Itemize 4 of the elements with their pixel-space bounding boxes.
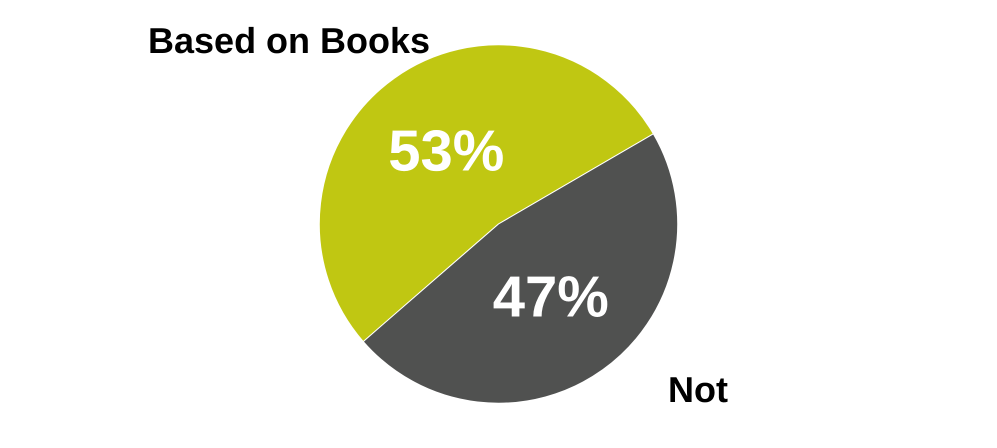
slice-label: Not xyxy=(668,369,728,410)
data-label: 53% xyxy=(388,118,504,184)
slice-label: Based on Books xyxy=(148,20,430,61)
data-label: 47% xyxy=(492,264,609,330)
